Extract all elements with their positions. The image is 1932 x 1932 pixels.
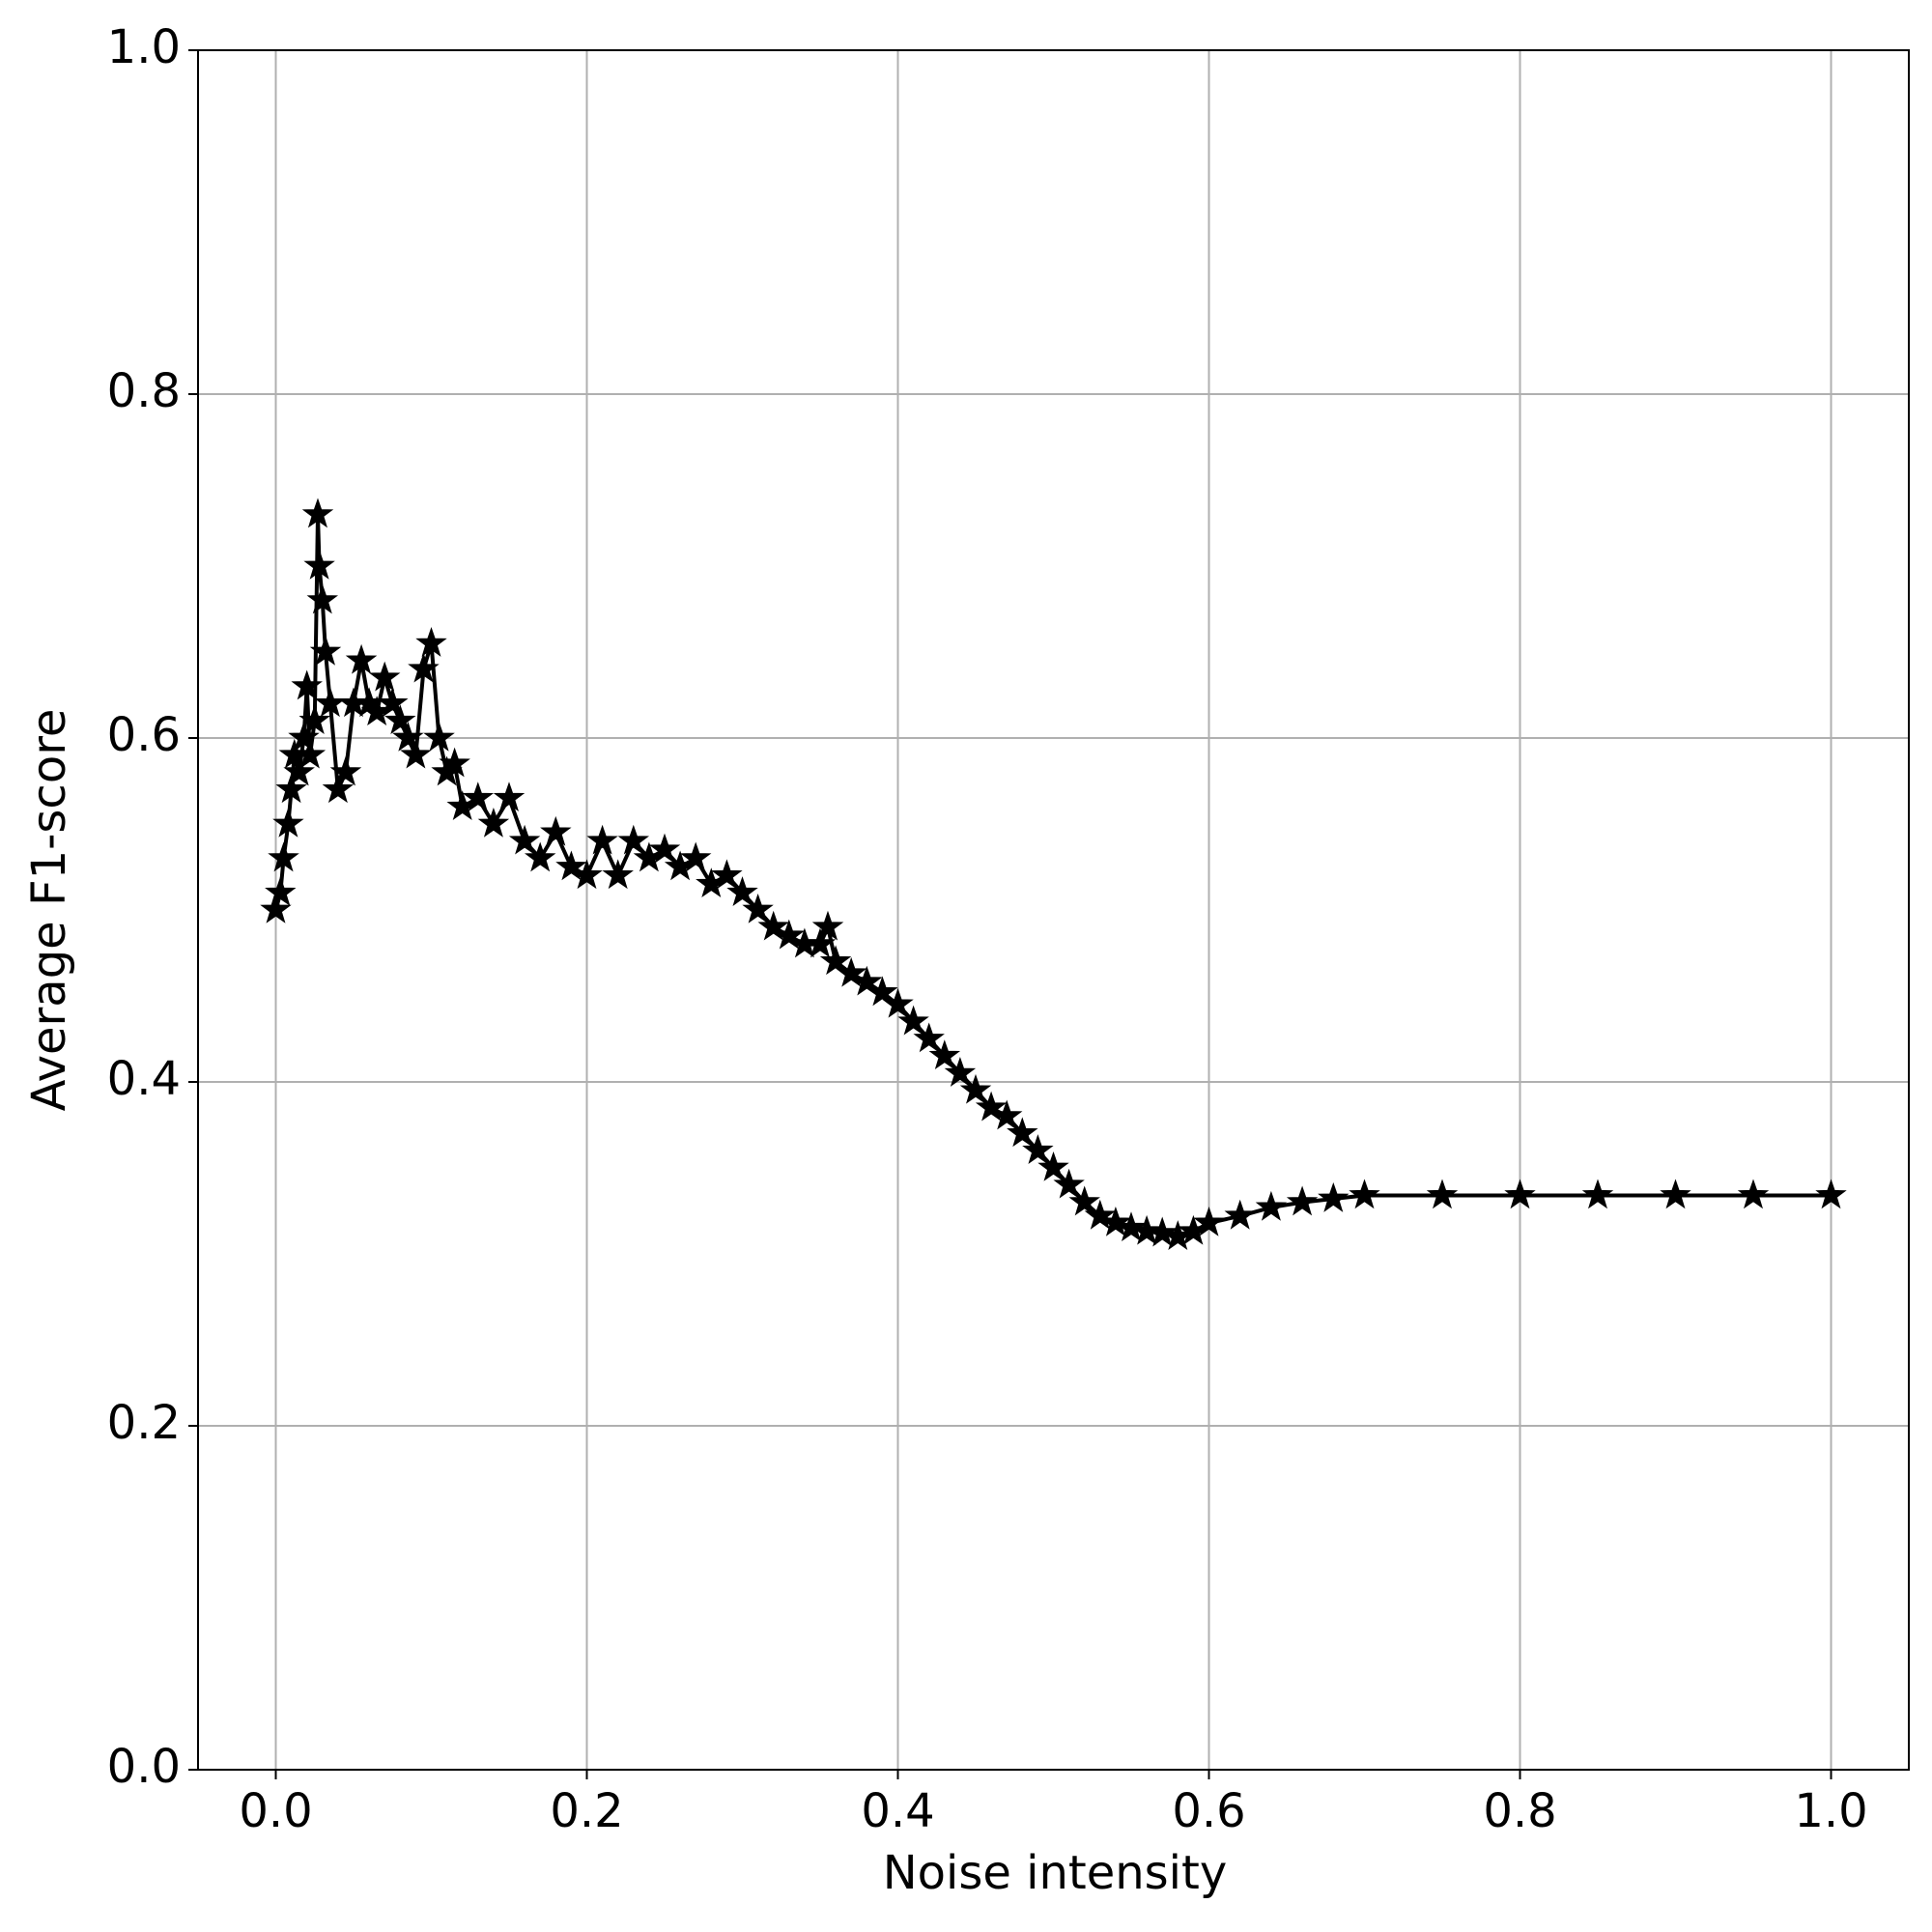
x-tick-label: 1.0 [1794,1784,1867,1838]
star-marker [439,747,470,778]
star-marker [1084,1199,1116,1230]
star-marker [508,824,541,855]
star-marker [477,807,510,838]
star-marker [773,919,806,950]
star-marker [944,1057,977,1087]
y-tick-label: 0.6 [107,708,181,762]
data-line [273,512,1832,1239]
star-marker [1255,1190,1288,1221]
star-marker [400,738,432,769]
star-marker [384,704,416,734]
star-marker [1193,1206,1225,1236]
star-marker [804,927,837,958]
star-marker [306,583,339,614]
x-tick-label: 0.0 [239,1784,312,1838]
star-marker [1349,1179,1380,1209]
star-marker [836,956,867,987]
star-marker [811,910,844,941]
star-marker [275,773,307,804]
star-marker [1068,1185,1100,1216]
y-tick-label: 0.2 [107,1396,181,1450]
star-marker [345,643,378,674]
star-marker [524,841,556,872]
star-marker [726,876,758,906]
star-marker [679,841,712,872]
star-marker [851,965,883,996]
star-marker [265,876,297,906]
star-marker [913,1022,945,1053]
star-marker [1224,1199,1256,1230]
x-tick-label: 0.2 [550,1784,623,1838]
y-tick-label: 0.8 [107,364,181,418]
star-marker [897,1005,929,1036]
star-marker [959,1073,992,1104]
star-marker [711,859,743,890]
star-marker [288,721,320,752]
star-marker [742,893,774,923]
star-marker [1053,1168,1085,1199]
star-marker [1099,1206,1132,1236]
x-tick-label: 0.8 [1483,1784,1556,1838]
star-marker [329,755,362,786]
plot-frame [197,49,1910,1771]
star-marker [1115,1211,1148,1242]
star-marker [368,661,401,692]
star-marker [301,497,334,528]
star-marker [260,893,292,923]
y-tick-label: 0.4 [107,1052,181,1106]
star-marker [283,755,315,786]
star-marker [1022,1134,1054,1164]
star-marker [586,824,618,855]
star-marker [648,833,681,864]
star-marker [540,815,572,846]
star-marker [415,627,447,657]
star-marker [757,910,789,941]
y-tick-label: 0.0 [107,1740,181,1794]
star-marker [1286,1185,1319,1216]
star-marker [294,738,327,769]
star-marker [602,859,634,890]
star-marker [1504,1179,1536,1209]
star-marker [1815,1179,1847,1209]
star-marker [462,781,495,812]
star-marker [1318,1181,1350,1212]
star-marker [617,824,650,855]
x-axis-label: Noise intensity [883,1846,1228,1900]
star-marker [309,635,342,666]
star-marker [376,687,409,718]
star-marker [303,549,335,580]
star-marker [882,987,914,1018]
star-marker [298,704,331,734]
star-marker [819,945,852,976]
star-marker [1737,1179,1770,1209]
star-marker [493,781,526,812]
star-marker [423,721,455,752]
star-marker [1147,1216,1179,1247]
star-marker [555,850,587,881]
star-marker [571,859,603,890]
star-marker [990,1099,1023,1130]
star-marker [1037,1151,1069,1181]
star-marker [272,807,304,838]
x-tick-label: 0.6 [1172,1784,1245,1838]
star-marker [1426,1179,1459,1209]
star-marker [322,773,355,804]
y-axis-label: Average F1-score [22,709,76,1112]
star-marker [1660,1179,1691,1209]
star-marker [291,669,323,700]
star-marker [268,841,299,872]
star-marker [392,721,424,752]
star-marker [408,652,440,683]
star-marker [1130,1214,1163,1245]
star-marker [975,1091,1008,1122]
y-tick-label: 1.0 [107,20,181,74]
star-marker [1007,1117,1038,1148]
star-marker [928,1039,961,1070]
star-marker [1581,1179,1614,1209]
x-tick-label: 0.4 [861,1784,934,1838]
star-marker [867,976,898,1007]
